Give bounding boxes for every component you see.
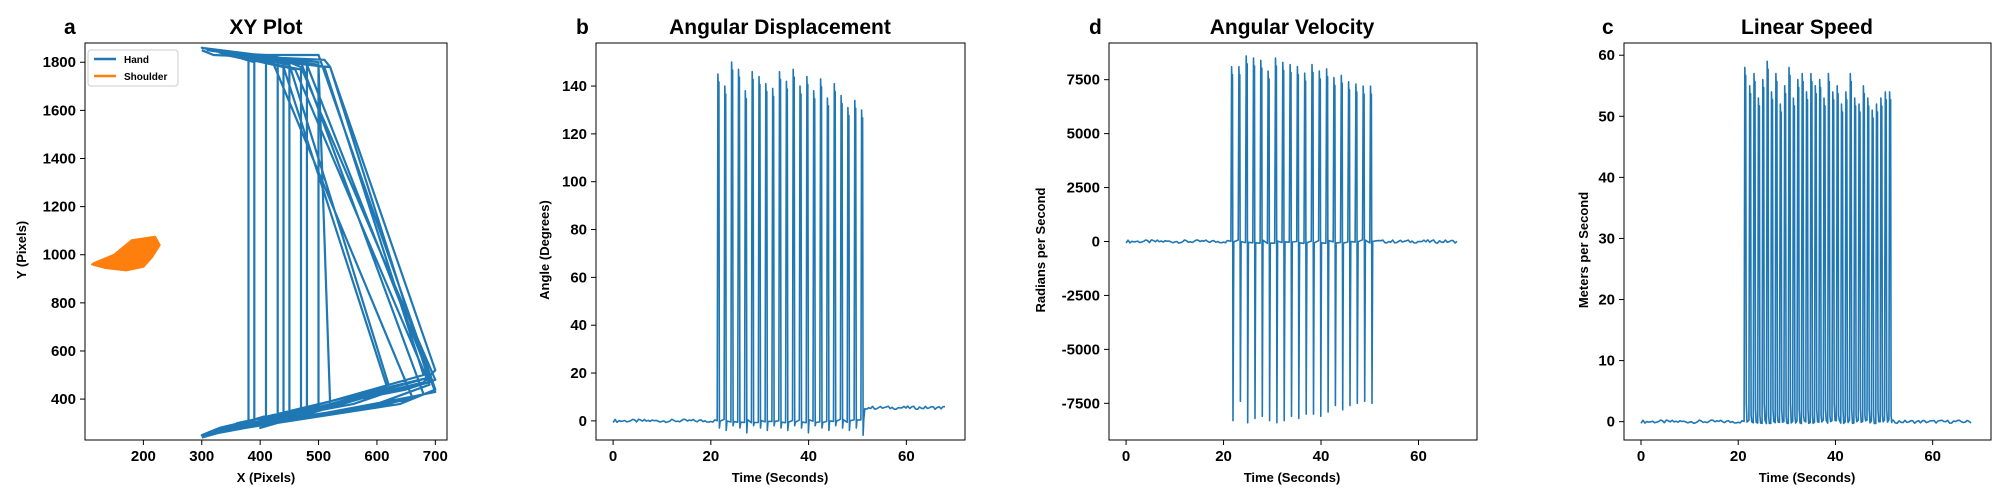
speed-xtick-label: 60 xyxy=(1924,448,1941,465)
vel-xtick-label: 20 xyxy=(1215,448,1232,465)
panel-xy-plot-area: 200 300 400 500 600 700 400 600 800 1000 1200 1400 1… xyxy=(43,42,448,465)
panel-xy-xlabel: X (Pixels) xyxy=(237,470,296,485)
panel-xy-ylabel: Y (Pixels) xyxy=(14,221,29,279)
panel-speed-ylabel: Meters per Second xyxy=(1576,192,1591,308)
disp-ytick-label: 20 xyxy=(570,365,587,382)
xy-ytick-label: 1200 xyxy=(43,199,76,216)
panel-speed-xlabel: Time (Seconds) xyxy=(1759,470,1856,485)
panel-disp-xlabel: Time (Seconds) xyxy=(732,470,829,485)
vel-ytick-label: 2500 xyxy=(1067,180,1100,197)
disp-ytick-label: 80 xyxy=(570,222,587,239)
speed-axes-frame xyxy=(1623,42,1992,441)
panel-xy-legend: Hand Shoulder xyxy=(87,49,179,87)
xy-xtick-label: 500 xyxy=(306,448,331,465)
vel-ytick-label: 5000 xyxy=(1067,126,1100,143)
disp-ytick-label: 60 xyxy=(570,269,587,286)
panel-vel: d Angular Velocity Time (Seconds) Radian… xyxy=(1033,16,1478,485)
panel-disp-title: Angular Displacement xyxy=(669,16,891,39)
panel-speed: c Linear Speed Time (Seconds) Meters per… xyxy=(1576,16,1992,485)
speed-ytick-label: 20 xyxy=(1598,292,1615,309)
xy-hand-line xyxy=(200,46,437,439)
panel-xy-letter: a xyxy=(64,16,76,39)
speed-xtick-label: 20 xyxy=(1730,448,1747,465)
panel-speed-letter: c xyxy=(1602,16,1614,39)
speed-ytick-label: 0 xyxy=(1607,414,1615,431)
disp-ytick-label: 40 xyxy=(570,317,587,334)
speed-ytick-label: 40 xyxy=(1598,169,1615,186)
vel-xtick-label: 60 xyxy=(1410,448,1427,465)
vel-ytick-label: -5000 xyxy=(1062,341,1100,358)
panel-speed-title: Linear Speed xyxy=(1741,16,1873,39)
speed-xtick-label: 0 xyxy=(1637,448,1645,465)
disp-xtick-label: 40 xyxy=(800,448,817,465)
panel-disp-plot-area: 0 20 40 60 0 20 40 60 80 100 120 140 xyxy=(562,42,966,465)
panel-vel-ylabel: Radians per Second xyxy=(1033,187,1048,312)
panel-disp-ylabel: Angle (Degrees) xyxy=(537,200,552,300)
legend-shoulder-label: Shoulder xyxy=(124,72,167,83)
vel-ytick-label: 7500 xyxy=(1067,72,1100,89)
speed-ytick-label: 30 xyxy=(1598,230,1615,247)
panel-vel-plot-area: 0 20 40 60 -7500 -5000 -2500 0 2500 5000 7500 xyxy=(1062,42,1478,465)
xy-xtick-label: 400 xyxy=(248,448,273,465)
panel-disp: b Angular Displacement Time (Seconds) An… xyxy=(537,16,966,485)
vel-xtick-label: 40 xyxy=(1313,448,1330,465)
panel-disp-letter: b xyxy=(576,16,589,39)
disp-ytick-label: 100 xyxy=(562,174,587,191)
vel-ytick-label: 0 xyxy=(1092,234,1100,251)
vel-ytick-label: -7500 xyxy=(1062,395,1100,412)
disp-series-line xyxy=(612,61,945,436)
vel-xtick-label: 0 xyxy=(1122,448,1130,465)
xy-ytick-label: 1600 xyxy=(43,102,76,119)
xy-axes-frame xyxy=(84,42,448,441)
xy-ytick-label: 1400 xyxy=(43,150,76,167)
panel-vel-letter: d xyxy=(1089,16,1102,39)
disp-axes-frame xyxy=(595,42,966,441)
xy-xtick-label: 600 xyxy=(364,448,389,465)
xy-ytick-label: 800 xyxy=(51,295,76,312)
panel-vel-title: Angular Velocity xyxy=(1210,16,1375,39)
speed-ytick-label: 60 xyxy=(1598,47,1615,64)
xy-shoulder-blob xyxy=(91,235,161,272)
xy-ytick-label: 1000 xyxy=(43,247,76,264)
speed-ytick-label: 10 xyxy=(1598,353,1615,370)
speed-series-line xyxy=(1640,60,1972,425)
vel-series-line xyxy=(1125,55,1458,424)
legend-hand-label: Hand xyxy=(124,55,149,66)
speed-ytick-label: 50 xyxy=(1598,108,1615,125)
xy-ytick-label: 1800 xyxy=(43,54,76,71)
disp-ytick-label: 0 xyxy=(579,413,587,430)
xy-xtick-label: 200 xyxy=(131,448,156,465)
disp-xtick-label: 0 xyxy=(609,448,617,465)
panel-vel-xlabel: Time (Seconds) xyxy=(1244,470,1341,485)
panel-xy: a XY Plot X (Pixels) Y (Pixels) 200 300 40… xyxy=(14,16,448,485)
xy-ytick-label: 600 xyxy=(51,343,76,360)
xy-xtick-label: 300 xyxy=(189,448,214,465)
panel-xy-title: XY Plot xyxy=(229,16,302,39)
disp-xtick-label: 60 xyxy=(898,448,915,465)
speed-xtick-label: 40 xyxy=(1827,448,1844,465)
disp-ytick-label: 120 xyxy=(562,126,587,143)
xy-xtick-label: 700 xyxy=(423,448,448,465)
vel-ytick-label: -2500 xyxy=(1062,287,1100,304)
xy-ytick-label: 400 xyxy=(51,391,76,408)
disp-xtick-label: 20 xyxy=(703,448,720,465)
disp-ytick-label: 140 xyxy=(562,78,587,95)
panel-speed-plot-area: 0 20 40 60 0 10 20 30 40 50 60 xyxy=(1598,42,1992,465)
